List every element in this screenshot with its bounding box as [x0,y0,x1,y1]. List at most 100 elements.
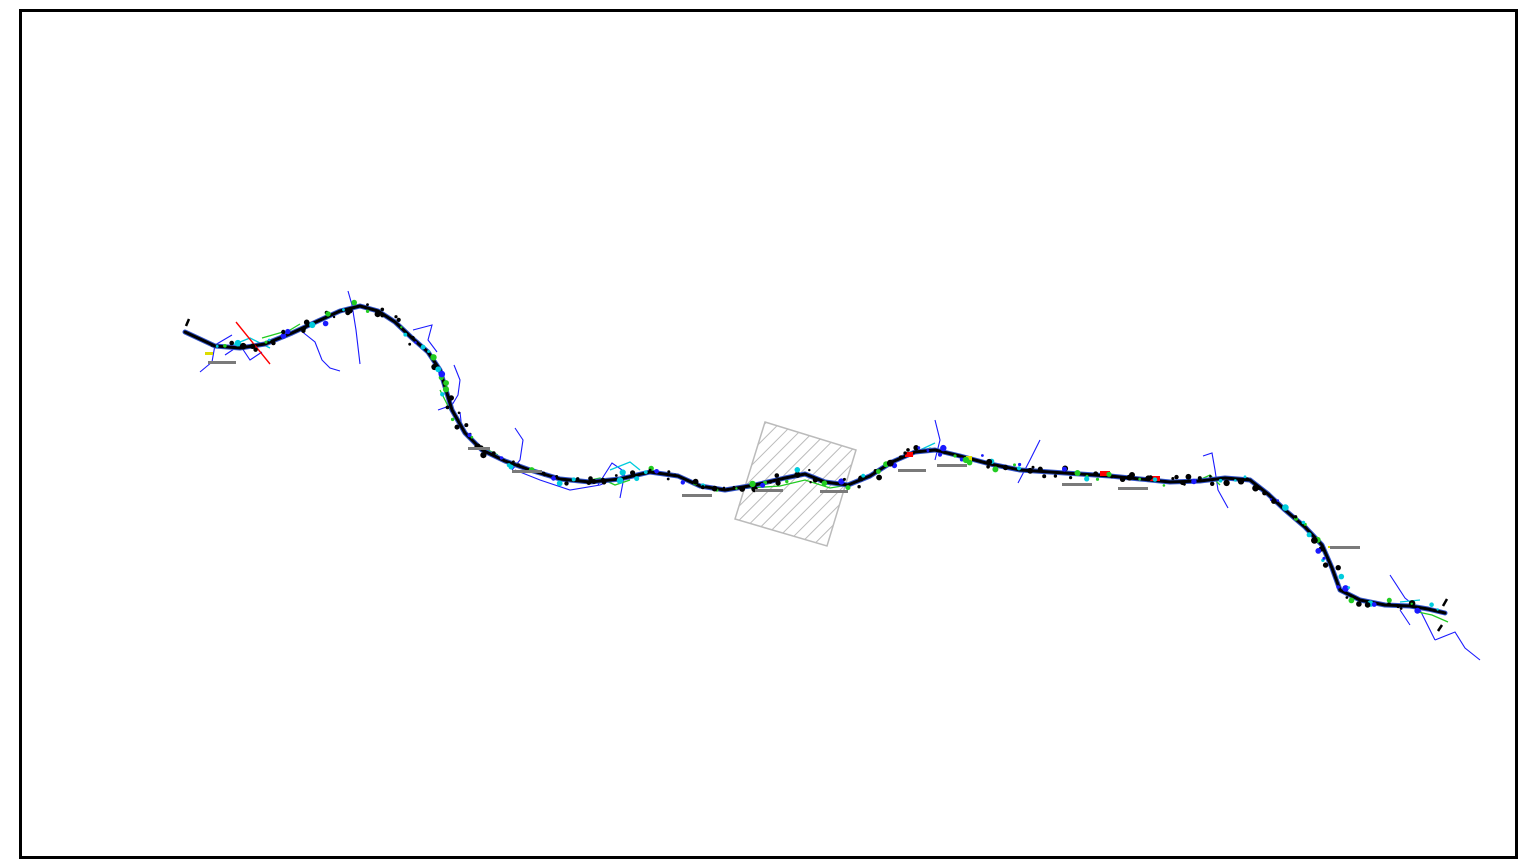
route-symbol [876,469,881,474]
label-bar [512,470,542,473]
route-symbol [271,340,276,346]
label-bar [755,489,783,492]
route-symbol [643,470,648,474]
route-symbol [1322,562,1329,568]
route-symbol [1062,466,1067,472]
route-symbol [1234,479,1237,482]
end-tick [1436,624,1444,632]
route-symbol [1293,515,1298,519]
route-symbol [303,319,310,326]
route-symbol [1257,486,1261,490]
route-symbol [1338,573,1345,580]
route-symbol [953,454,957,458]
label-bar [208,361,236,364]
utility-line [1417,611,1449,623]
route-symbol [1311,537,1318,544]
route-symbol [1237,478,1245,485]
route-symbol [411,336,415,340]
route-symbol [838,478,845,485]
route-symbol [692,478,699,485]
route-symbol [440,392,445,397]
route-symbol [1016,466,1022,471]
route-symbol [464,423,469,428]
route-symbol [332,315,336,319]
route-symbol [414,341,417,344]
route-symbol [491,451,496,456]
route-symbol [926,449,930,452]
route-symbol [940,444,947,452]
route-symbol [1336,585,1340,589]
route-symbol [322,320,329,327]
red-marker-line [235,321,271,365]
route-symbol [906,448,910,452]
route-symbol [1209,475,1212,478]
route-symbol [267,338,271,342]
route-symbol [445,405,450,410]
route-symbol [516,463,521,468]
yellow-marker [966,456,972,461]
route-symbol [1197,476,1202,481]
route-symbol [309,321,316,329]
route-symbol [648,468,652,472]
drainage-line [347,290,361,365]
route-symbol [774,473,780,478]
route-symbol [1322,556,1326,560]
route-symbol [794,471,801,478]
route-symbol [480,452,487,459]
route-symbol [886,459,894,467]
route-symbol [630,470,636,476]
route-symbol [420,344,426,350]
route-symbol [394,315,398,319]
route-symbol [1031,465,1035,469]
route-symbol [913,445,919,451]
route-symbol [499,456,504,460]
route-symbol [1210,481,1215,486]
route-symbol [1106,471,1112,477]
route-symbol [342,308,345,312]
route-symbol [1364,602,1371,608]
route-symbol [1223,479,1230,487]
route-symbol [861,473,866,478]
route-symbol [769,480,772,484]
route-symbol [380,307,385,312]
route-symbol [667,470,671,474]
route-symbol [1276,499,1280,502]
route-symbol [1119,476,1126,482]
route-symbol [591,479,597,484]
route-symbol [634,476,640,482]
route-symbol [229,340,234,346]
route-symbol [1218,478,1223,483]
route-symbol [1174,474,1179,480]
route-symbol [812,477,818,483]
route-symbol [408,342,412,346]
route-symbol [1148,475,1153,480]
route-symbol [654,469,659,474]
route-symbol [470,435,474,439]
route-symbol [325,311,331,317]
route-symbol [264,340,268,344]
route-symbol [1396,605,1400,609]
route-symbol [1191,478,1197,485]
route-symbol [943,451,946,455]
route-symbol [845,485,851,491]
route-symbol [442,386,450,393]
label-bar [1330,546,1360,549]
route-symbol [1356,601,1362,607]
route-symbol [1162,484,1166,487]
route-symbol [454,424,460,430]
red-marker [1100,471,1110,476]
drainage-line [597,462,626,499]
route-symbol [1301,520,1306,525]
route-symbol [1042,474,1047,479]
route-symbol [448,395,454,401]
route-symbol [1252,484,1259,492]
route-symbol [760,482,766,488]
route-symbol [986,458,993,465]
drainage-line [299,329,341,372]
route-symbol [280,333,287,339]
label-bar [1118,487,1148,490]
drainage-line [1017,439,1041,484]
route-symbol [808,468,811,472]
route-symbol [435,366,442,373]
